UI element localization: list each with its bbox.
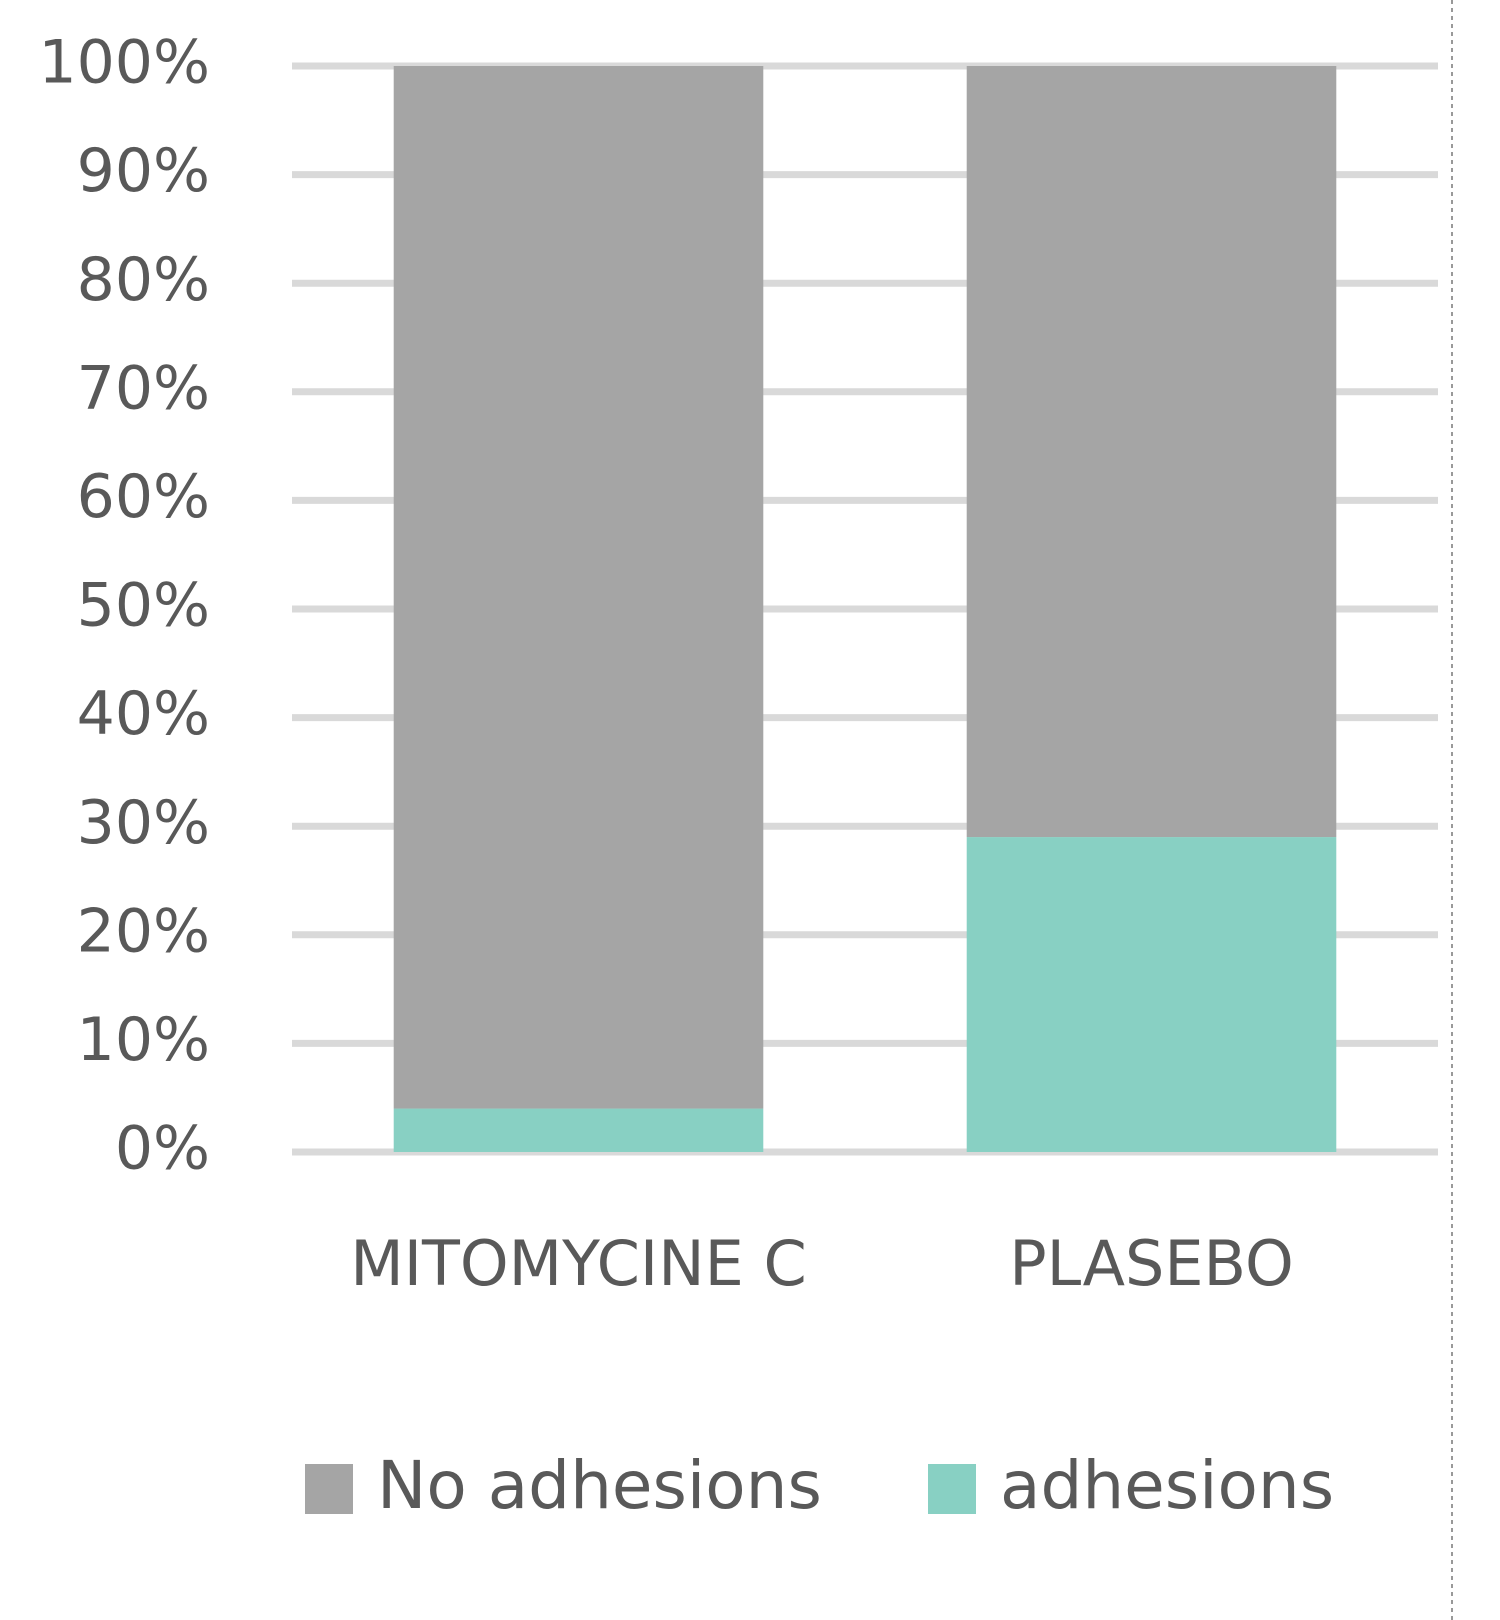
legend-label: adhesions	[1000, 1447, 1334, 1524]
y-tick-label: 80%	[77, 245, 210, 315]
legend-swatch	[305, 1464, 353, 1514]
bar-segment	[393, 66, 764, 1109]
y-tick-label: 40%	[77, 679, 210, 749]
y-tick-label: 30%	[77, 788, 210, 858]
y-tick-label: 0%	[115, 1114, 210, 1184]
bar-segment	[966, 837, 1337, 1152]
legend-swatch	[928, 1464, 976, 1514]
y-tick-label: 100%	[38, 28, 210, 98]
y-tick-label: 70%	[77, 353, 210, 423]
y-tick-label: 50%	[77, 571, 210, 641]
y-tick-label: 60%	[77, 462, 210, 532]
y-tick-label: 10%	[77, 1005, 210, 1075]
x-tick-label: MITOMYCINE C	[350, 1227, 807, 1300]
bar-segment	[966, 66, 1337, 838]
y-tick-label: 20%	[77, 896, 210, 966]
y-tick-label: 90%	[77, 136, 210, 206]
legend-label: No adhesions	[377, 1447, 822, 1524]
bar-segment	[393, 1108, 764, 1152]
x-tick-label: PLASEBO	[1009, 1227, 1294, 1300]
